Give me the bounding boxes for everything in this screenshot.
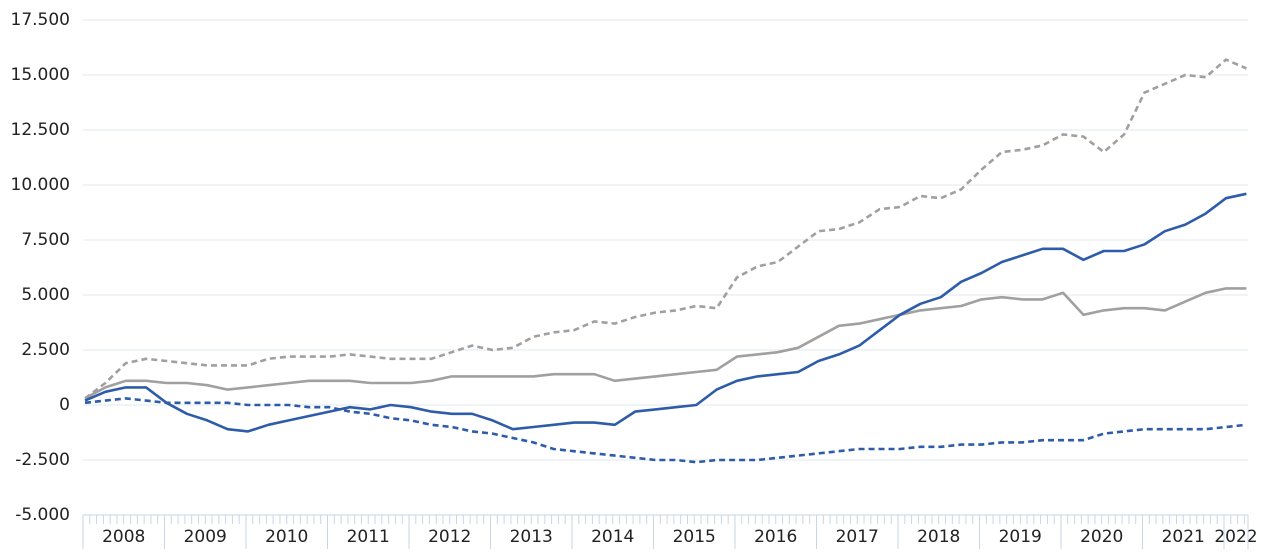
x-tick-label: 2022 [1214, 527, 1257, 547]
x-tick-label: 2011 [347, 527, 390, 547]
x-tick-label: 2020 [1080, 527, 1123, 547]
x-tick-label: 2015 [673, 527, 716, 547]
x-tick-label: 2019 [999, 527, 1042, 547]
x-tick-label: 2009 [184, 527, 227, 547]
x-tick-label: 2018 [917, 527, 960, 547]
x-tick-label: 2014 [591, 527, 634, 547]
x-tick-label: 2016 [754, 527, 797, 547]
x-tick-label: 2008 [102, 527, 145, 547]
x-tick-label: 2017 [836, 527, 879, 547]
y-tick-label: 5.000 [21, 285, 70, 305]
y-tick-label: -5.000 [15, 505, 70, 525]
y-tick-label: -2.500 [15, 450, 70, 470]
y-tick-label: 12.500 [11, 120, 70, 140]
series-line [84, 58, 1247, 400]
y-tick-label: 0 [59, 395, 70, 415]
series-line [84, 397, 1247, 464]
x-tick-label: 2021 [1162, 527, 1205, 547]
y-tick-label: 2.500 [21, 340, 70, 360]
x-tick-label: 2013 [510, 527, 553, 547]
series-line [84, 192, 1247, 433]
y-tick-label: 7.500 [21, 230, 70, 250]
y-tick-label: 17.500 [11, 10, 70, 30]
x-tick-label: 2010 [265, 527, 308, 547]
x-tick-label: 2012 [428, 527, 471, 547]
series-line [84, 287, 1247, 400]
y-tick-label: 15.000 [11, 65, 70, 85]
y-tick-label: 10.000 [11, 175, 70, 195]
